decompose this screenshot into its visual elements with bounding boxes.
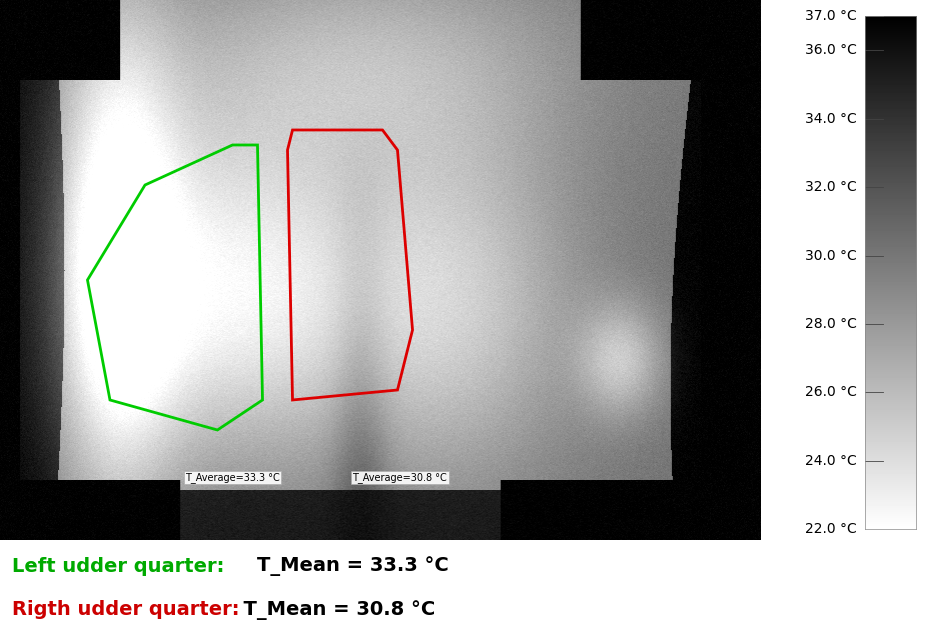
Text: 24.0 °C: 24.0 °C (805, 454, 857, 468)
Text: 34.0 °C: 34.0 °C (805, 112, 857, 126)
Text: T_Mean = 33.3 °C: T_Mean = 33.3 °C (230, 556, 449, 576)
Text: 37.0 °C: 37.0 °C (805, 9, 857, 23)
Text: 30.0 °C: 30.0 °C (805, 249, 857, 263)
Text: T_Mean = 30.8 °C: T_Mean = 30.8 °C (230, 600, 435, 620)
Text: Rigth udder quarter:: Rigth udder quarter: (12, 600, 240, 619)
Text: T_Average=33.3 °C: T_Average=33.3 °C (185, 472, 280, 483)
Text: 32.0 °C: 32.0 °C (805, 180, 857, 194)
Text: 22.0 °C: 22.0 °C (805, 522, 857, 536)
Text: 26.0 °C: 26.0 °C (805, 385, 857, 399)
Text: T_Average=30.8 °C: T_Average=30.8 °C (352, 472, 447, 483)
Text: Left udder quarter:: Left udder quarter: (12, 556, 224, 575)
Text: 28.0 °C: 28.0 °C (805, 317, 857, 331)
Text: 36.0 °C: 36.0 °C (805, 44, 857, 58)
